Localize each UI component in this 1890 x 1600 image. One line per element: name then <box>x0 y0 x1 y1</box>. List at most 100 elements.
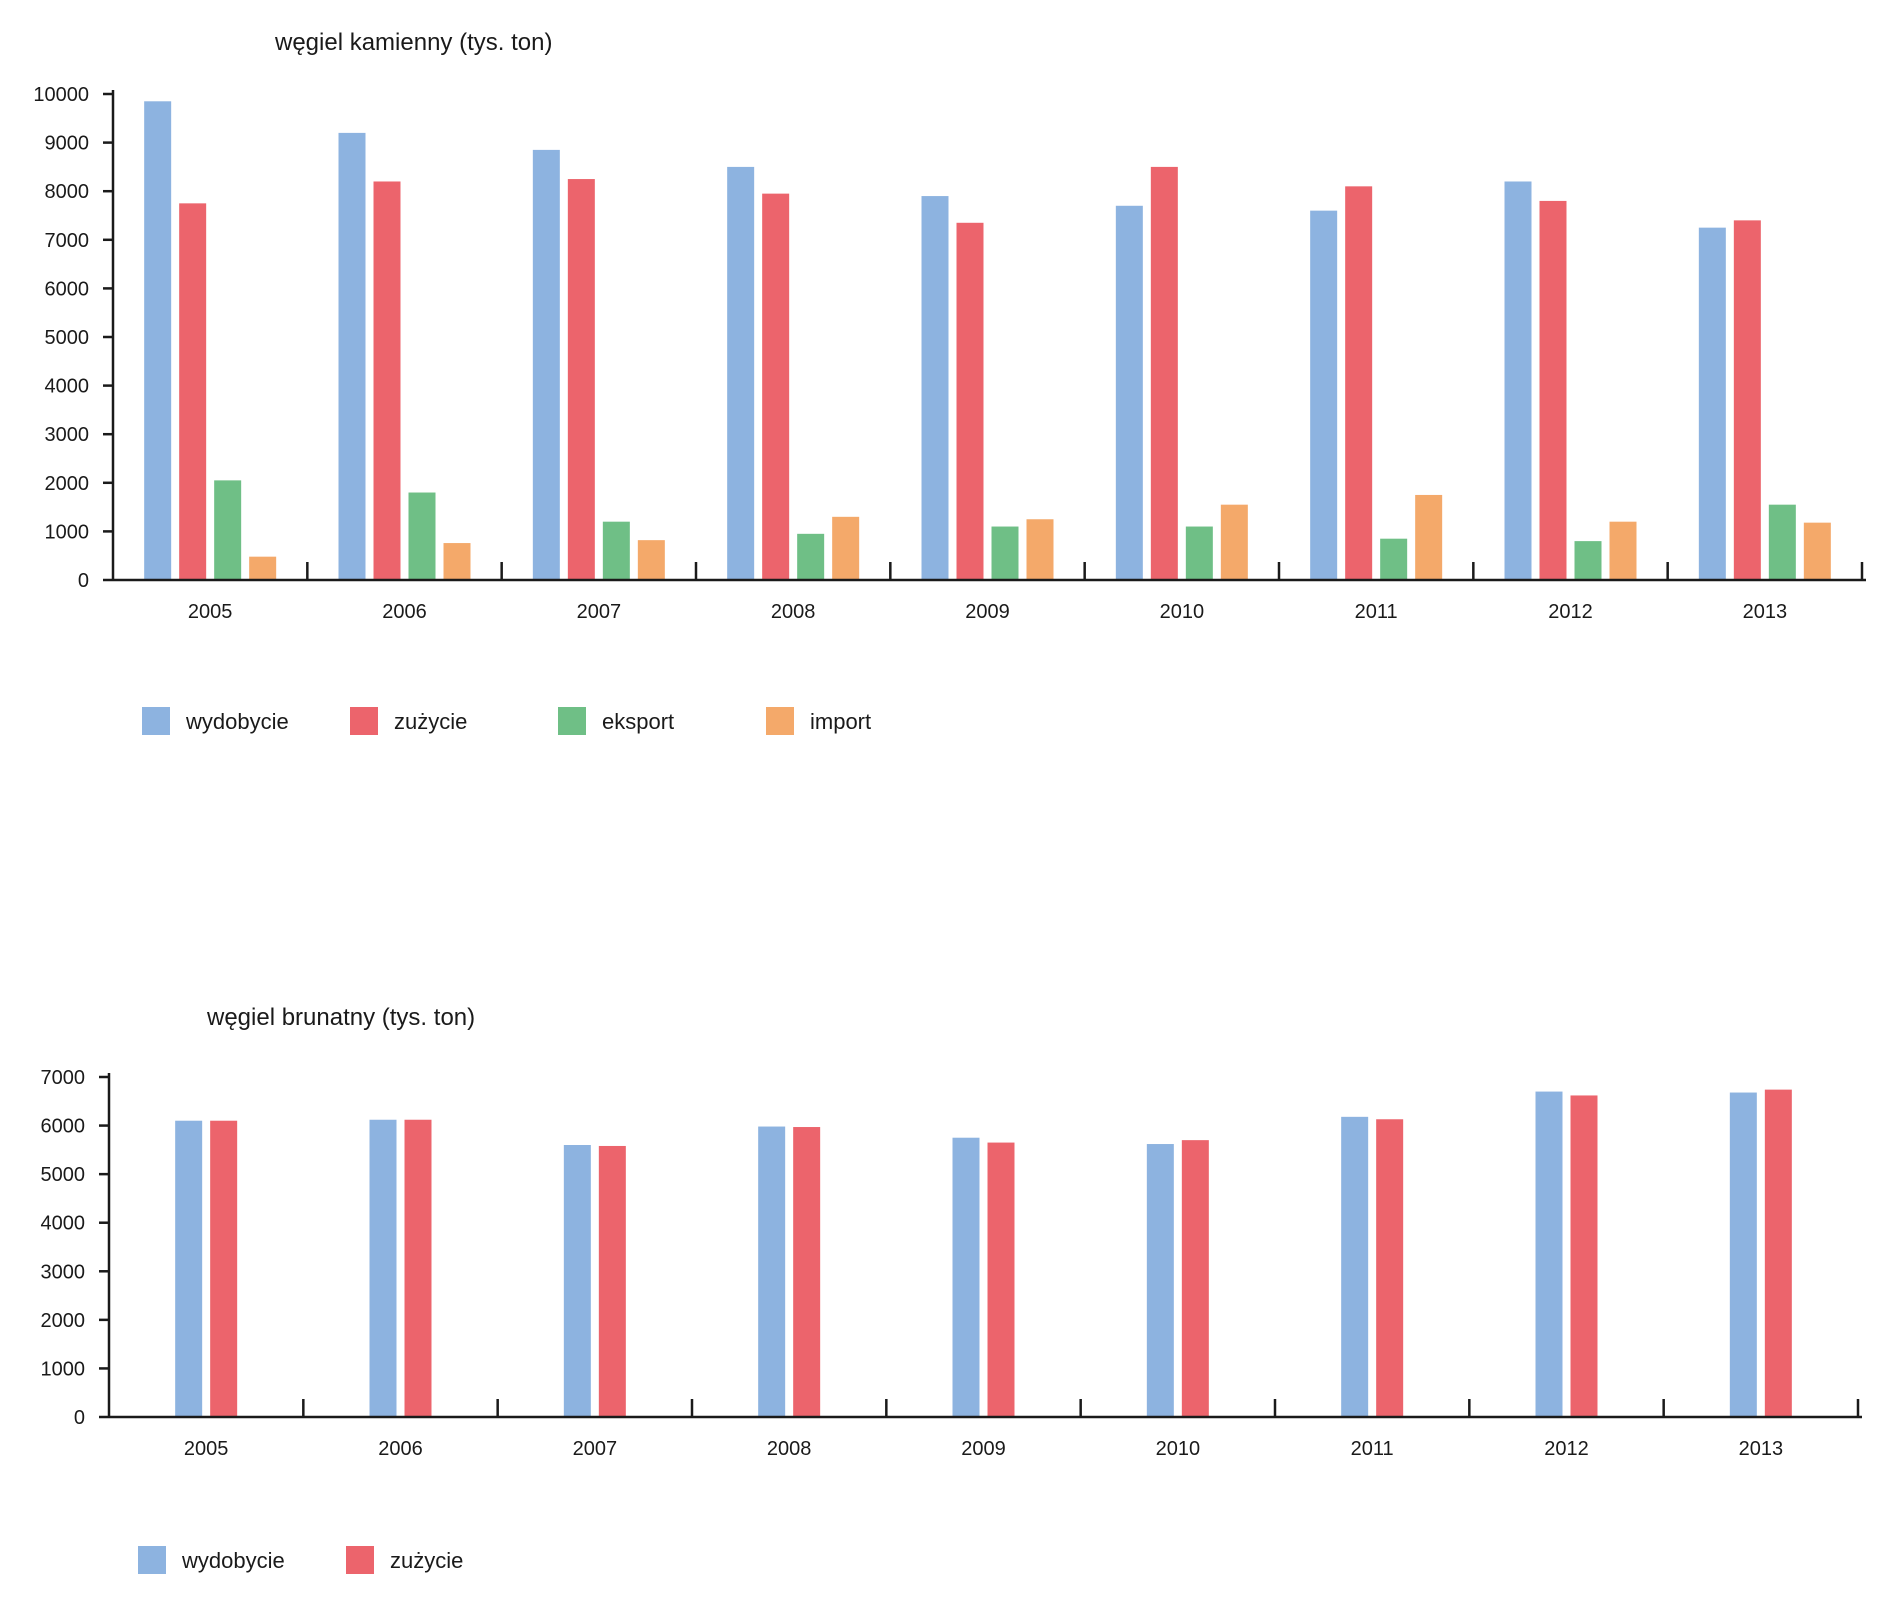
legend: wydobycie zużycie eksport import <box>142 707 871 735</box>
bar-wydobycie-2009 <box>921 196 949 580</box>
legend-item-wydobycie: wydobycie <box>138 1546 285 1574</box>
bar-wydobycie-2012 <box>1535 1091 1563 1417</box>
bar-import-2008 <box>832 516 860 580</box>
legend-swatch <box>766 707 794 735</box>
bar-zużycie-2012 <box>1539 200 1567 581</box>
legend-label: zużycie <box>394 709 467 734</box>
bar-import-2012 <box>1609 521 1637 580</box>
y-tick-label: 3000 <box>41 1261 86 1283</box>
x-tick-label: 2008 <box>767 1438 812 1460</box>
x-axis-ticks: 2005 2006 2007 2008 2009 2010 2011 2012 2013 <box>188 601 1787 623</box>
legend-label: zużycie <box>390 1548 463 1573</box>
bar-import-2010 <box>1220 504 1248 580</box>
bar-eksport-2009 <box>991 526 1019 580</box>
legend-swatch <box>350 707 378 735</box>
legend-swatch <box>142 707 170 735</box>
y-tick-label: 2000 <box>45 473 90 495</box>
bar-zużycie-2006 <box>373 181 401 581</box>
bar-eksport-2008 <box>797 533 825 580</box>
bar-zużycie-2006 <box>404 1119 432 1417</box>
x-tick-label: 2011 <box>1355 601 1398 623</box>
y-axis-ticks: 0 1000 2000 3000 4000 5000 6000 7000 <box>41 1067 109 1429</box>
x-tick-label: 2011 <box>1351 1438 1394 1460</box>
bar-wydobycie-2005 <box>175 1120 203 1417</box>
x-tick-label: 2005 <box>184 1438 229 1460</box>
axes <box>111 90 1866 582</box>
bar-eksport-2013 <box>1768 504 1796 580</box>
x-axis-ticks: 2005 2006 2007 2008 2009 2010 2011 2012 2013 <box>184 1438 1783 1460</box>
bar-zużycie-2005 <box>179 203 207 580</box>
legend: wydobycie zużycie <box>138 1546 463 1574</box>
bar-zużycie-2011 <box>1345 186 1373 580</box>
y-tick-label: 2000 <box>41 1310 86 1332</box>
bar-import-2007 <box>637 540 665 580</box>
chart-brown-coal: węgiel brunatny (tys. ton) 0 1000 2000 3000… <box>41 1004 1862 1574</box>
y-tick-label: 0 <box>74 1407 85 1429</box>
bar-wydobycie-2010 <box>1146 1144 1174 1417</box>
bar-import-2009 <box>1026 519 1054 580</box>
legend-label: wydobycie <box>181 1548 285 1573</box>
y-tick-label: 6000 <box>41 1116 86 1138</box>
x-tick-label: 2012 <box>1548 601 1593 623</box>
legend-swatch <box>558 707 586 735</box>
bar-import-2013 <box>1803 522 1831 580</box>
legend-item-wydobycie: wydobycie <box>142 707 289 735</box>
y-tick-label: 4000 <box>45 376 90 398</box>
bar-zużycie-2009 <box>987 1142 1015 1417</box>
y-tick-label: 8000 <box>45 181 90 203</box>
x-tick-label: 2008 <box>771 601 816 623</box>
y-tick-label: 4000 <box>41 1213 86 1235</box>
x-tick-label: 2012 <box>1544 1438 1589 1460</box>
chart-title: węgiel kamienny (tys. ton) <box>274 29 552 56</box>
legend-item-zużycie: zużycie <box>346 1546 463 1574</box>
bar-zużycie-2005 <box>210 1120 238 1417</box>
bar-zużycie-2012 <box>1570 1095 1598 1417</box>
y-tick-label: 6000 <box>45 278 90 300</box>
y-tick-label: 0 <box>78 570 89 592</box>
bar-wydobycie-2008 <box>758 1126 786 1417</box>
bar-eksport-2007 <box>602 521 630 580</box>
bar-zużycie-2010 <box>1181 1140 1209 1417</box>
legend-label: import <box>810 709 871 734</box>
bar-wydobycie-2005 <box>144 101 172 580</box>
bar-wydobycie-2011 <box>1310 210 1338 580</box>
bar-wydobycie-2013 <box>1729 1092 1757 1417</box>
y-tick-label: 1000 <box>41 1358 86 1380</box>
x-tick-label: 2007 <box>577 601 622 623</box>
bars <box>175 1089 1792 1417</box>
legend-item-import: import <box>766 707 871 735</box>
bar-wydobycie-2007 <box>532 149 560 580</box>
x-tick-label: 2013 <box>1739 1438 1784 1460</box>
bar-import-2011 <box>1415 494 1443 580</box>
bar-wydobycie-2006 <box>369 1119 397 1417</box>
legend-label: eksport <box>602 709 674 734</box>
bar-zużycie-2010 <box>1150 166 1178 580</box>
bar-wydobycie-2009 <box>952 1137 980 1417</box>
y-tick-label: 10000 <box>33 84 89 106</box>
bar-wydobycie-2013 <box>1698 227 1726 580</box>
bar-eksport-2012 <box>1574 541 1602 580</box>
y-tick-label: 7000 <box>45 230 90 252</box>
y-tick-label: 1000 <box>45 521 90 543</box>
bar-wydobycie-2007 <box>563 1145 591 1417</box>
bar-eksport-2005 <box>214 480 242 580</box>
bar-zużycie-2008 <box>793 1127 821 1417</box>
x-tick-label: 2009 <box>965 601 1010 623</box>
bar-zużycie-2008 <box>762 193 790 580</box>
bar-zużycie-2007 <box>567 179 595 581</box>
y-tick-label: 5000 <box>41 1164 86 1186</box>
bar-wydobycie-2006 <box>338 132 366 580</box>
bar-eksport-2011 <box>1380 538 1408 580</box>
legend-item-eksport: eksport <box>558 707 674 735</box>
y-tick-label: 7000 <box>41 1067 86 1089</box>
x-tick-label: 2010 <box>1156 1438 1201 1460</box>
bars <box>144 101 1831 581</box>
bar-zużycie-2013 <box>1764 1089 1792 1417</box>
bar-wydobycie-2012 <box>1504 181 1532 581</box>
bar-zużycie-2009 <box>956 222 984 581</box>
x-tick-label: 2010 <box>1160 601 1205 623</box>
y-tick-label: 5000 <box>45 327 90 349</box>
x-tick-label: 2005 <box>188 601 233 623</box>
legend-swatch <box>138 1546 166 1574</box>
x-tick-label: 2006 <box>378 1438 423 1460</box>
